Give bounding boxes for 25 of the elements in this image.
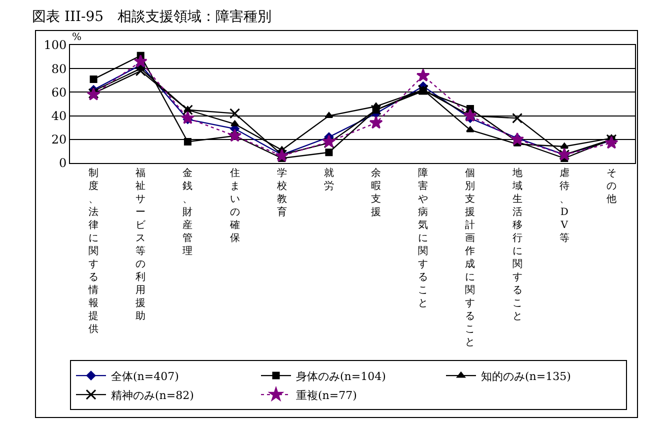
x-tick-label: 住まいの確保	[228, 168, 240, 244]
y-axis-title: %	[72, 32, 82, 43]
x-tick-label: 余暇支援	[371, 167, 382, 218]
legend-label: 知的のみ(n=135)	[481, 370, 571, 383]
y-tick-label: 100	[44, 38, 67, 52]
x-tick-label: 学校教育	[276, 167, 287, 218]
category-label: 制度、法律に関する情報提供	[88, 168, 99, 335]
y-tick-label: 80	[51, 62, 67, 76]
y-tick-label: 40	[51, 109, 67, 123]
category-label: 福祉サービス等の利用援助	[136, 168, 146, 322]
category-label: 障害や病気に関すること	[418, 168, 428, 309]
legend-label: 重複(n=77)	[296, 388, 357, 402]
x-tick-label: 金銭、財産管理	[182, 167, 193, 257]
y-tick-label: 0	[58, 156, 67, 170]
legend-label: 全体(n=407)	[111, 370, 179, 383]
x-tick-label: 就労	[324, 167, 334, 192]
category-label: 個別支援計画作成に関すること	[465, 168, 476, 348]
category-label: 地域生活移行に関すること	[512, 168, 522, 322]
y-tick-label: 20	[51, 132, 67, 147]
legend-label: 精神のみ(n=82)	[111, 388, 194, 402]
y-tick-label: 60	[51, 85, 67, 100]
x-tick-label: 虐待、DV等	[559, 167, 570, 244]
legend-label: 身体のみ(n=104)	[296, 370, 386, 383]
chart-title: 図表 III-95 相談支援領域：障害種別	[32, 9, 272, 25]
x-tick-label: その他	[606, 168, 616, 205]
